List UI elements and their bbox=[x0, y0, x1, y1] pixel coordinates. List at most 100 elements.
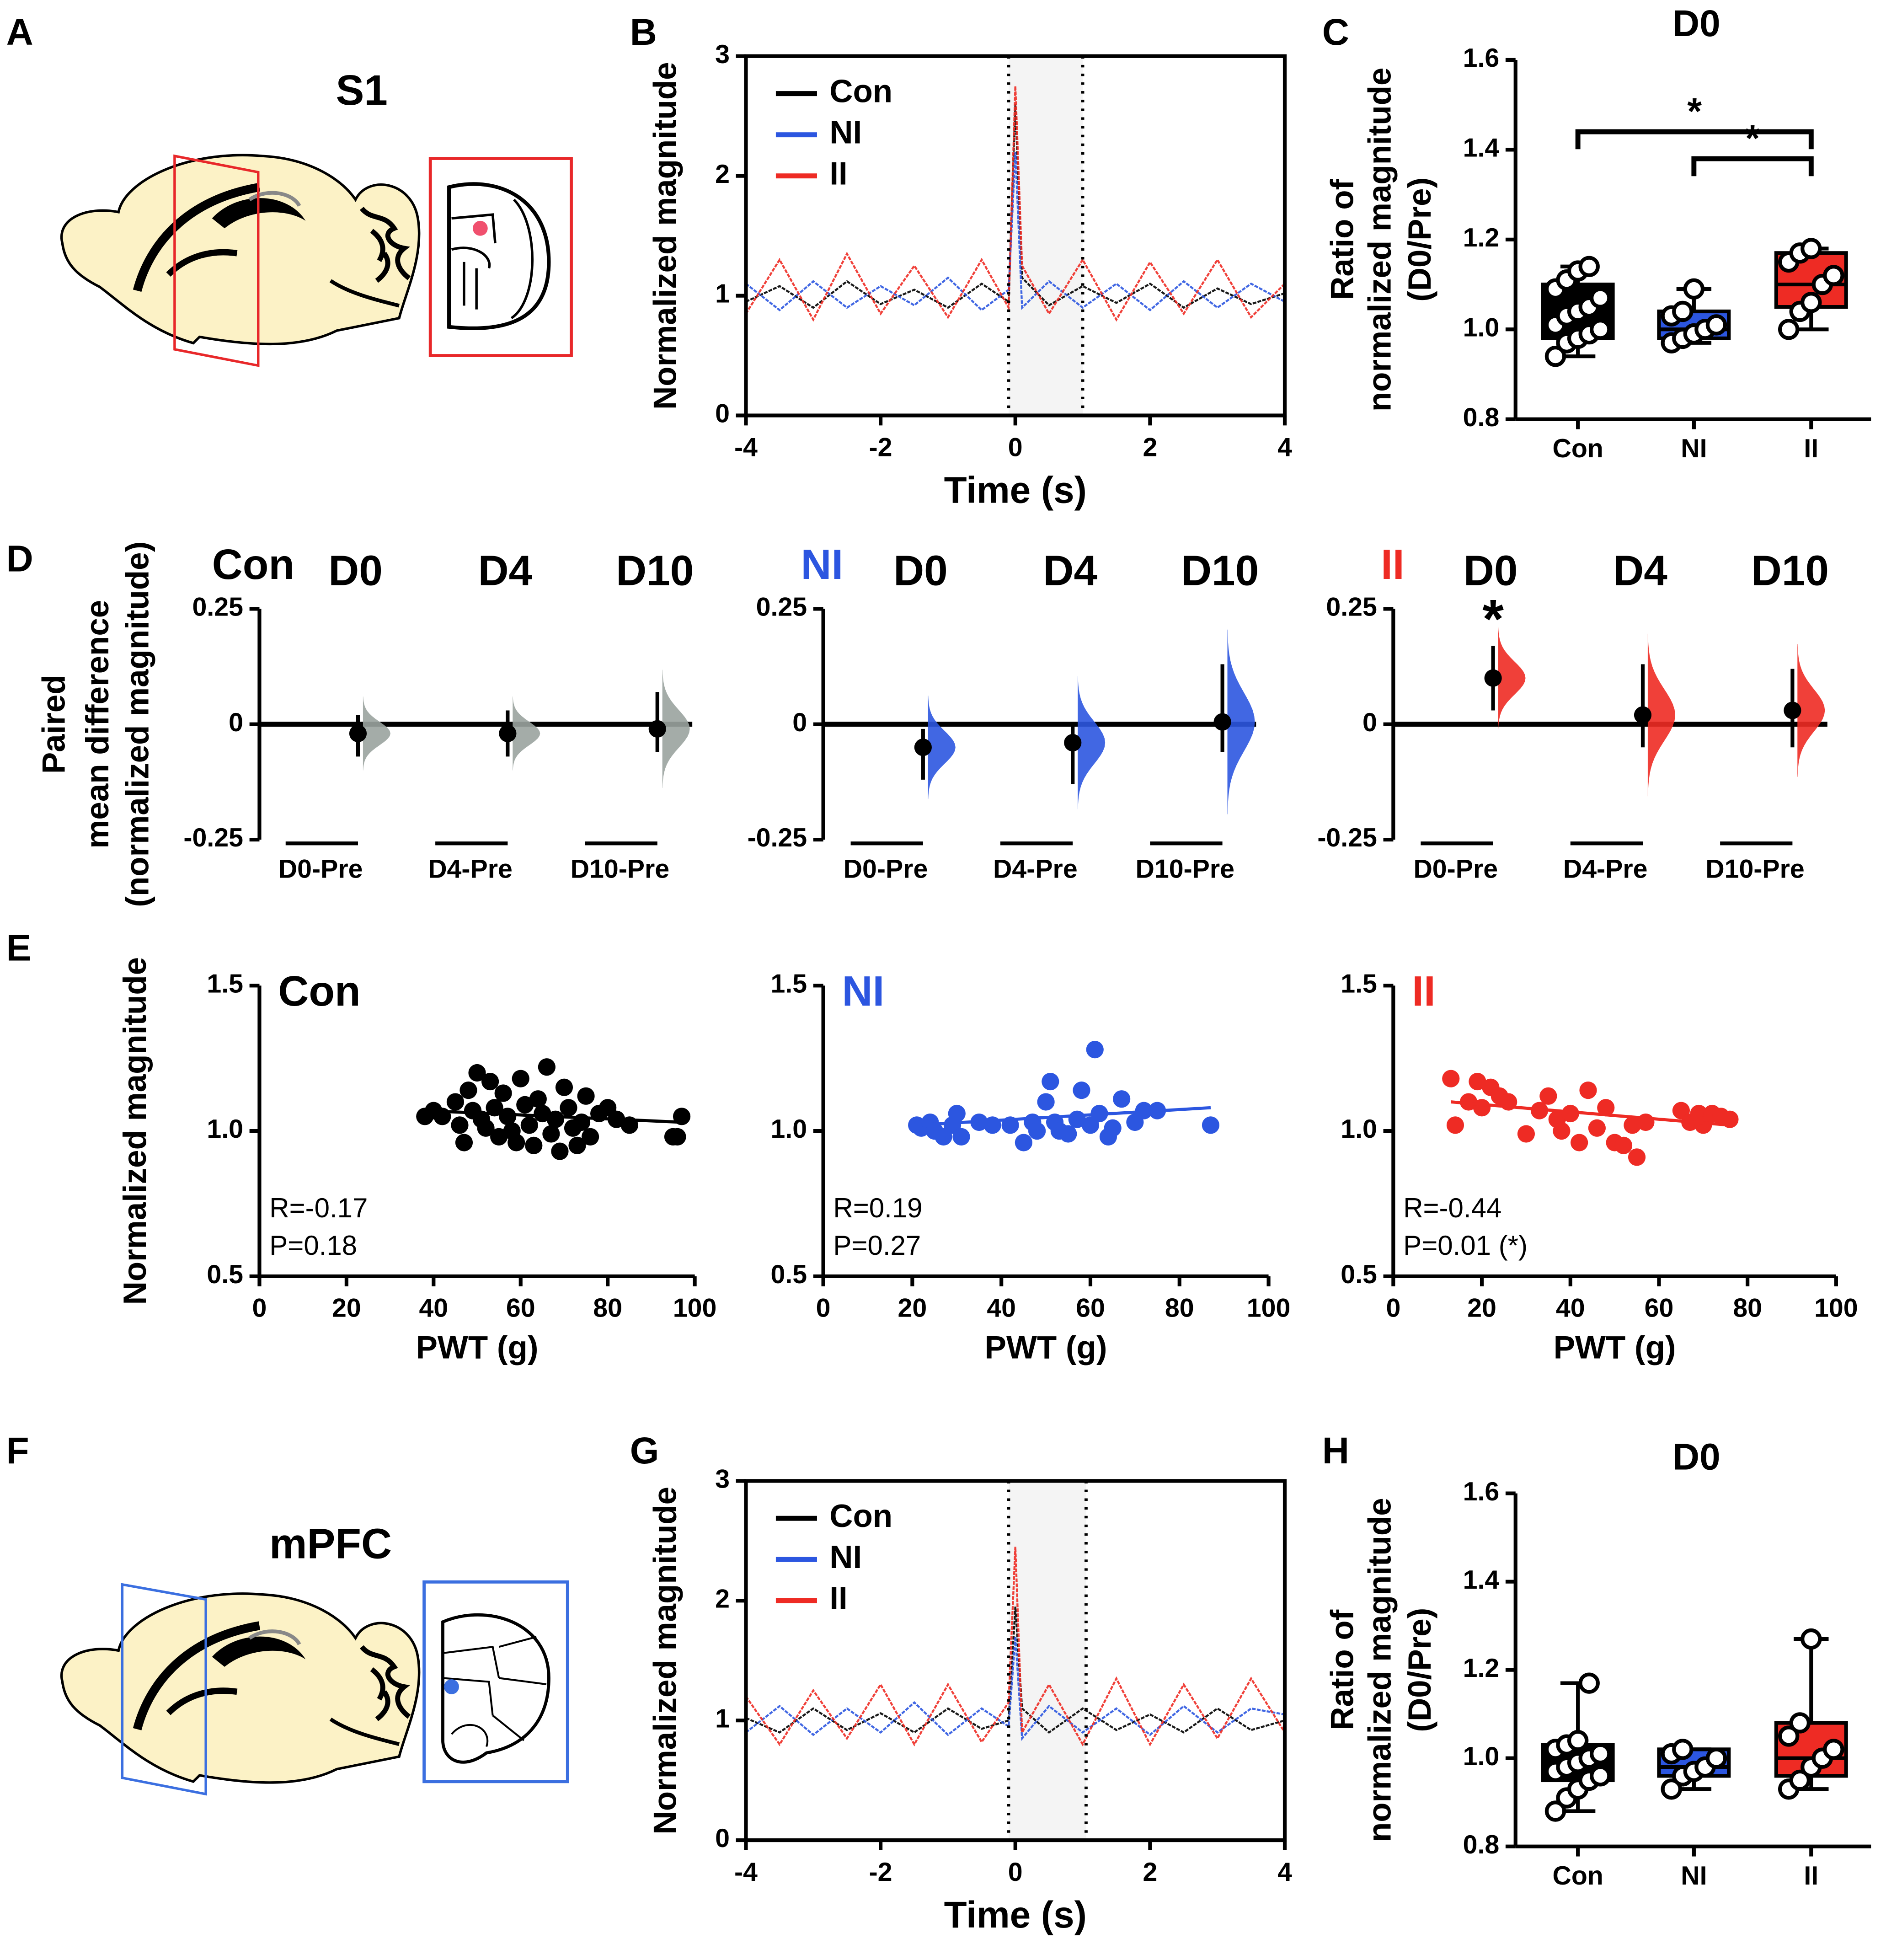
coronal-detail bbox=[510, 198, 534, 319]
y-axis-label: (normalized magnitude) bbox=[119, 541, 155, 907]
x-tick-label: 60 bbox=[1076, 1294, 1105, 1323]
point bbox=[1028, 1122, 1046, 1140]
point bbox=[1801, 1628, 1822, 1650]
point bbox=[1202, 1116, 1220, 1134]
point bbox=[1801, 238, 1822, 259]
panel-letter: D bbox=[6, 538, 33, 579]
y-axis-label: Normalized magnitude bbox=[647, 1487, 683, 1835]
distribution bbox=[1498, 626, 1526, 730]
point bbox=[1473, 1099, 1491, 1117]
point bbox=[525, 1136, 543, 1154]
x-tick-label: 4 bbox=[1277, 433, 1292, 462]
point bbox=[1801, 292, 1822, 313]
category-label: D0 bbox=[893, 546, 948, 594]
category-label: D0 bbox=[1464, 546, 1518, 594]
category-label: D4 bbox=[478, 546, 533, 594]
y-tick-label: 1.4 bbox=[1463, 1565, 1500, 1595]
y-tick-label: -0.25 bbox=[748, 823, 807, 852]
y-tick-label: -0.25 bbox=[183, 823, 243, 852]
point bbox=[1683, 278, 1705, 300]
y-tick-label: 0.5 bbox=[207, 1260, 243, 1289]
trace bbox=[745, 1547, 1286, 1747]
x-axis-label: PWT (g) bbox=[416, 1330, 539, 1366]
y-axis-label: Normalized magnitude bbox=[647, 62, 683, 410]
x-tick-label: 80 bbox=[1733, 1294, 1762, 1323]
point bbox=[1442, 1070, 1460, 1087]
point bbox=[1823, 265, 1844, 286]
point bbox=[1789, 1712, 1811, 1734]
legend-label: NI bbox=[829, 1539, 862, 1575]
y-tick-label: 1.5 bbox=[770, 969, 807, 998]
distribution bbox=[1647, 633, 1675, 797]
x-tick-label: 60 bbox=[506, 1294, 535, 1323]
point bbox=[1597, 1099, 1615, 1117]
point bbox=[1567, 1730, 1589, 1751]
x-tick-label: 20 bbox=[1467, 1294, 1496, 1323]
panel-letter: B bbox=[630, 11, 657, 53]
inset-frame bbox=[422, 1580, 569, 1783]
distribution bbox=[513, 696, 540, 771]
comparison-label: D10-Pre bbox=[571, 854, 670, 884]
point bbox=[538, 1058, 556, 1076]
y-tick-label: 0 bbox=[1362, 708, 1377, 737]
event-shade bbox=[1009, 56, 1083, 416]
point bbox=[481, 1072, 499, 1091]
point bbox=[529, 1090, 547, 1108]
mean-dot bbox=[914, 739, 932, 756]
group-name: Con bbox=[212, 541, 294, 588]
x-tick-label: 80 bbox=[1165, 1294, 1194, 1323]
y-tick-label: 1.0 bbox=[1341, 1114, 1377, 1144]
x-tick-label: 80 bbox=[593, 1294, 622, 1323]
point bbox=[1539, 1087, 1557, 1105]
y-tick-label: 1.5 bbox=[1341, 969, 1377, 998]
point bbox=[499, 1108, 517, 1125]
x-tick-label: NI bbox=[1681, 434, 1707, 463]
x-tick-label: 40 bbox=[1556, 1294, 1585, 1323]
x-tick-label: 100 bbox=[1247, 1294, 1291, 1323]
stat-annotation: R=-0.44 bbox=[1403, 1193, 1501, 1223]
mean-dot bbox=[499, 724, 517, 743]
point bbox=[1590, 1765, 1611, 1787]
y-axis-label: Paired bbox=[36, 675, 72, 774]
category-label: D0 bbox=[328, 546, 383, 594]
category-label: D4 bbox=[1043, 546, 1097, 594]
slice-plane bbox=[173, 154, 260, 367]
point bbox=[1113, 1090, 1131, 1108]
point bbox=[1614, 1136, 1633, 1154]
x-tick-label: II bbox=[1804, 434, 1818, 463]
y-axis-label: normalized magnitude bbox=[1362, 68, 1398, 412]
point bbox=[1544, 1800, 1566, 1822]
panel-letter: C bbox=[1322, 11, 1349, 53]
point bbox=[1823, 1739, 1844, 1760]
comparison-label: D4-Pre bbox=[1563, 854, 1648, 884]
y-axis-label: (D0/Pre) bbox=[1402, 1608, 1438, 1732]
point bbox=[459, 1082, 477, 1099]
y-tick-label: 0.5 bbox=[770, 1260, 807, 1289]
point bbox=[1672, 1739, 1694, 1760]
distribution bbox=[1797, 644, 1825, 777]
brain-mpfc bbox=[62, 1594, 419, 1783]
fit-line bbox=[425, 1109, 682, 1124]
point bbox=[1705, 1747, 1727, 1769]
y-axis-label: normalized magnitude bbox=[1362, 1498, 1398, 1842]
point bbox=[468, 1064, 486, 1082]
panel-letter: H bbox=[1322, 1430, 1349, 1472]
x-tick-label: 40 bbox=[419, 1294, 448, 1323]
comparison-label: D10-Pre bbox=[1705, 854, 1805, 884]
point bbox=[1628, 1148, 1646, 1166]
x-tick-label: 20 bbox=[898, 1294, 927, 1323]
point bbox=[1042, 1072, 1059, 1091]
diagram-title: S1 bbox=[336, 66, 387, 114]
point bbox=[546, 1110, 565, 1128]
x-tick-label: NI bbox=[1681, 1861, 1707, 1890]
panel-letter: A bbox=[6, 11, 33, 53]
point bbox=[1469, 1072, 1486, 1091]
x-axis-label: PWT (g) bbox=[1554, 1330, 1676, 1366]
stat-annotation: P=0.27 bbox=[833, 1230, 921, 1261]
point bbox=[1590, 1743, 1611, 1765]
x-tick-label: -2 bbox=[869, 433, 892, 462]
y-tick-label: 3 bbox=[715, 40, 730, 69]
point bbox=[1517, 1125, 1535, 1143]
mean-dot bbox=[1064, 734, 1082, 752]
